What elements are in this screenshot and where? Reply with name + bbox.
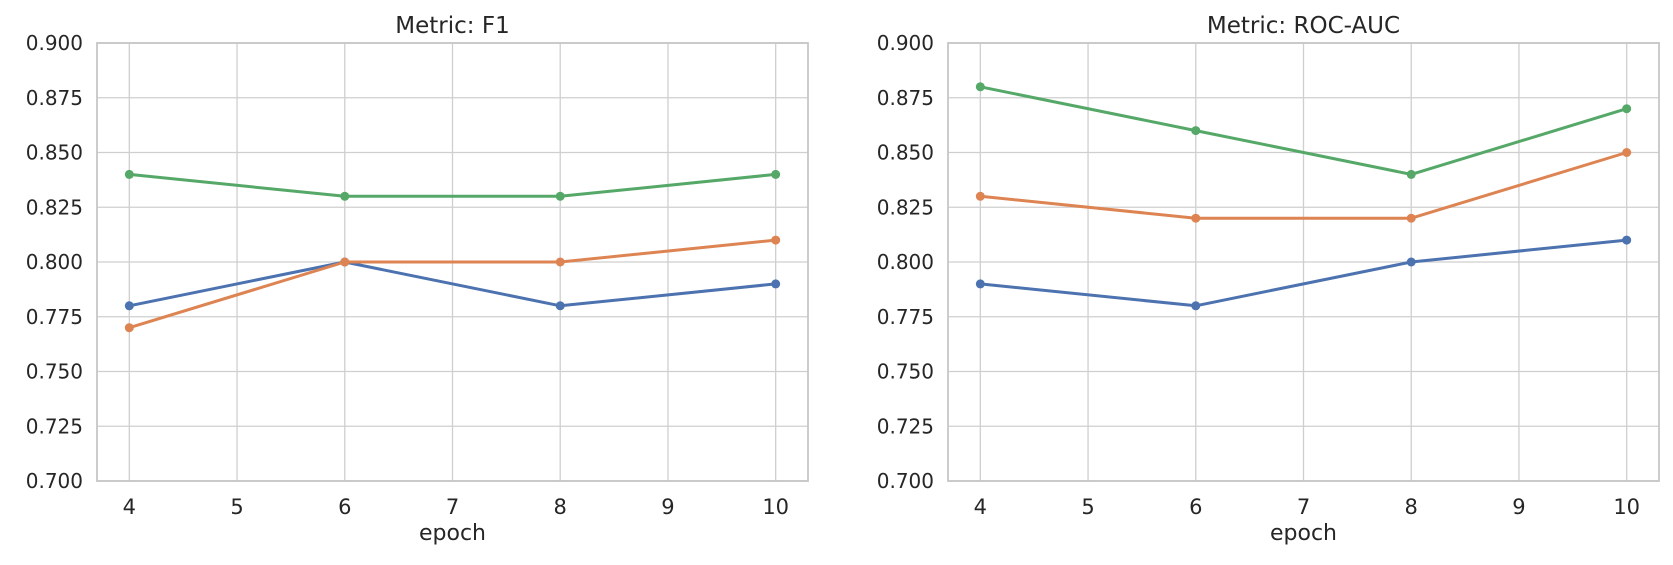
series-line-blue xyxy=(127,260,778,308)
plot-generated-0: 0.700 0.725 0.750 0.775 0.800 0.825 0.850 0.875… xyxy=(26,31,809,519)
data-point-green xyxy=(555,191,565,201)
x-tick-label: 10 xyxy=(762,495,789,519)
roc-auc-chart-canvas: 0.700 0.725 0.750 0.775 0.800 0.825 0.850 0.875… xyxy=(877,13,1660,546)
data-point-orange xyxy=(1406,213,1416,223)
data-point-orange xyxy=(340,257,350,267)
series-line-blue xyxy=(978,238,1629,308)
data-point-orange xyxy=(1191,213,1201,223)
series-line-orange xyxy=(127,238,778,330)
y-tick-label: 0.825 xyxy=(26,195,83,219)
y-tick-label: 0.800 xyxy=(26,250,83,274)
plot-border xyxy=(947,42,1660,482)
f1-chart-canvas: 0.700 0.725 0.750 0.775 0.800 0.825 0.850 0.875… xyxy=(26,13,809,546)
x-axis-label: epoch xyxy=(419,521,486,546)
x-tick-label: 7 xyxy=(446,495,459,519)
x-axis-label: epoch xyxy=(1270,521,1337,546)
y-tick-label: 0.750 xyxy=(26,360,83,384)
y-tick-label: 0.875 xyxy=(877,86,934,110)
y-tick-label: 0.825 xyxy=(877,195,934,219)
data-point-orange xyxy=(975,191,985,201)
y-tick-label: 0.700 xyxy=(26,469,83,493)
x-tick-label: 6 xyxy=(338,495,351,519)
y-tick-label: 0.850 xyxy=(877,141,934,165)
data-point-blue xyxy=(771,279,781,289)
chart-title: Metric: ROC-AUC xyxy=(1207,13,1400,39)
x-tick-label: 4 xyxy=(974,495,987,519)
plot-generated-1: 0.700 0.725 0.750 0.775 0.800 0.825 0.850 0.875… xyxy=(877,31,1660,519)
data-point-green xyxy=(124,169,134,179)
x-tick-label: 9 xyxy=(1512,495,1525,519)
data-point-green xyxy=(1622,104,1632,114)
y-tick-label: 0.725 xyxy=(26,414,83,438)
chart-f1: 0.700 0.725 0.750 0.775 0.800 0.825 0.850 0.875… xyxy=(0,0,836,565)
data-point-green xyxy=(1406,169,1416,179)
data-point-green xyxy=(975,82,985,92)
x-tick-label: 5 xyxy=(230,495,243,519)
y-tick-label: 0.900 xyxy=(26,31,83,55)
x-tick-label: 8 xyxy=(1405,495,1418,519)
data-point-blue xyxy=(1406,257,1416,267)
x-tick-label: 10 xyxy=(1613,495,1640,519)
x-tick-label: 8 xyxy=(554,495,567,519)
y-tick-label: 0.800 xyxy=(877,250,934,274)
chart-roc-auc: 0.700 0.725 0.750 0.775 0.800 0.825 0.850 0.875… xyxy=(837,0,1673,565)
data-point-blue xyxy=(1191,301,1201,311)
data-point-orange xyxy=(555,257,565,267)
y-tick-label: 0.700 xyxy=(877,469,934,493)
chart-title: Metric: F1 xyxy=(395,13,509,39)
y-tick-label: 0.725 xyxy=(877,414,934,438)
y-tick-label: 0.775 xyxy=(877,305,934,329)
data-point-green xyxy=(1191,126,1201,136)
series-line-green xyxy=(127,172,778,198)
x-tick-label: 5 xyxy=(1081,495,1094,519)
x-tick-label: 9 xyxy=(661,495,674,519)
data-point-blue xyxy=(124,301,134,311)
plot-border xyxy=(96,42,809,482)
y-tick-label: 0.775 xyxy=(26,305,83,329)
data-point-orange xyxy=(1622,148,1632,157)
y-tick-label: 0.850 xyxy=(26,141,83,165)
data-point-blue xyxy=(1622,235,1632,245)
x-tick-label: 4 xyxy=(123,495,136,519)
data-point-green xyxy=(771,169,781,179)
data-point-green xyxy=(340,191,350,201)
data-point-orange xyxy=(124,323,134,333)
series-line-orange xyxy=(978,151,1629,220)
y-tick-label: 0.750 xyxy=(877,360,934,384)
series-line-green xyxy=(978,85,1629,176)
y-tick-label: 0.900 xyxy=(877,31,934,55)
data-point-blue xyxy=(975,279,985,289)
data-point-blue xyxy=(555,301,565,311)
x-tick-label: 6 xyxy=(1189,495,1202,519)
y-tick-label: 0.875 xyxy=(26,86,83,110)
x-tick-label: 7 xyxy=(1297,495,1310,519)
data-point-orange xyxy=(771,235,781,245)
